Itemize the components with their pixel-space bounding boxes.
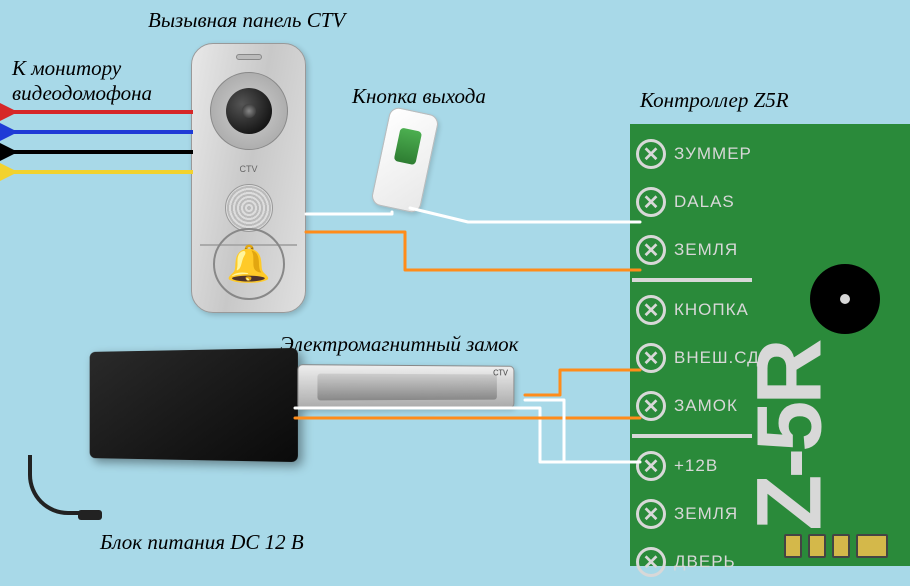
terminal-label: ЗЕМЛЯ — [674, 504, 738, 524]
terminal-label: ЗУММЕР — [674, 144, 752, 164]
terminal-label: DALAS — [674, 192, 735, 212]
terminal-label: ЗАМОК — [674, 396, 738, 416]
buzzer-icon — [810, 264, 880, 334]
terminal-screw-icon: ✕ — [636, 451, 666, 481]
terminal-divider — [632, 278, 752, 282]
terminal-row: ✕ DALAS — [630, 178, 770, 226]
maglock-label: Электромагнитный замок — [280, 332, 519, 357]
terminal-screw-icon: ✕ — [636, 343, 666, 373]
terminal-divider — [632, 434, 752, 438]
exit-button-green-icon — [394, 127, 423, 165]
maglock-brand: CTV — [493, 369, 508, 378]
terminal-screw-icon: ✕ — [636, 139, 666, 169]
solder-pads — [784, 534, 888, 558]
terminal-screw-icon: ✕ — [636, 547, 666, 577]
terminal-row: ✕ ЗУММЕР — [630, 130, 770, 178]
ctv-call-panel: CTV 🔔 — [191, 43, 306, 313]
terminal-row: ✕ ЗЕМЛЯ — [630, 226, 770, 274]
terminal-screw-icon: ✕ — [636, 187, 666, 217]
terminal-row: ✕ ЗЕМЛЯ — [630, 490, 770, 538]
maglock-core — [317, 374, 496, 401]
ctv-indicator — [236, 54, 262, 60]
wire — [306, 208, 640, 222]
ctv-panel-label: Вызывная панель CTV — [148, 8, 345, 33]
terminal-label: ДВЕРЬ — [674, 552, 736, 572]
exit-button-device — [370, 106, 440, 214]
psu-cable — [28, 455, 88, 515]
pad — [784, 534, 802, 558]
terminal-screw-icon: ✕ — [636, 499, 666, 529]
ctv-camera-ring — [210, 72, 288, 150]
wire — [525, 370, 640, 395]
terminal-label: ЗЕМЛЯ — [674, 240, 738, 260]
camera-lens-icon — [226, 88, 272, 134]
terminal-row: ✕ ВНЕШ.СД — [630, 334, 770, 382]
speaker-icon — [225, 184, 273, 232]
magnetic-lock: CTV — [297, 364, 514, 410]
terminal-row: ✕ КНОПКА — [630, 286, 770, 334]
psu-plug-icon — [78, 510, 102, 520]
terminal-block: ✕ ЗУММЕР ✕ DALAS ✕ ЗЕМЛЯ ✕ КНОПКА ✕ ВНЕШ.СД ✕ ЗАМОК… — [630, 130, 770, 586]
terminal-row: ✕ ДВЕРЬ — [630, 538, 770, 586]
terminal-label: +12В — [674, 456, 718, 476]
exit-button-label: Кнопка выхода — [352, 84, 486, 109]
wire — [306, 232, 640, 270]
wire — [295, 408, 640, 462]
terminal-screw-icon: ✕ — [636, 235, 666, 265]
bell-icon: 🔔 — [213, 228, 285, 300]
terminal-label: ВНЕШ.СД — [674, 348, 760, 368]
monitor-label: К монитору видеодомофона — [12, 56, 152, 106]
pad — [808, 534, 826, 558]
ctv-brand-label: CTV — [192, 164, 305, 174]
z5r-controller: Z-5R ✕ЗУММЕР✕DALAS✕ЗЕМЛЯ✕КНОПКА✕ВНЕШ.СД✕… — [630, 124, 910, 566]
pad-wide — [856, 534, 888, 558]
power-supply — [90, 348, 298, 462]
pad — [832, 534, 850, 558]
wire — [525, 400, 564, 462]
terminal-row: ✕ +12В — [630, 442, 770, 490]
psu-label: Блок питания DC 12 В — [100, 530, 304, 555]
terminal-row: ✕ ЗАМОК — [630, 382, 770, 430]
terminal-screw-icon: ✕ — [636, 295, 666, 325]
terminal-label: КНОПКА — [674, 300, 749, 320]
terminal-screw-icon: ✕ — [636, 391, 666, 421]
controller-label: Контроллер Z5R — [640, 88, 789, 113]
